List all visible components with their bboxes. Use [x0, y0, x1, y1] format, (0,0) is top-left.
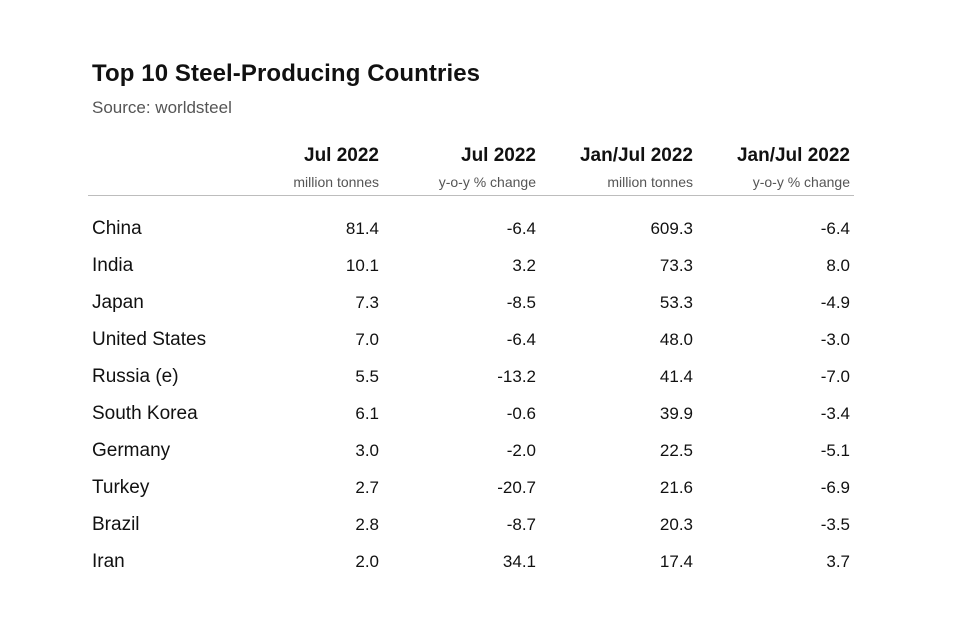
table-cell: 7.0	[355, 330, 379, 349]
table-cell: 5.5	[355, 367, 379, 386]
table-row: United States 7.0 -6.4 48.0 -3.0	[88, 321, 854, 358]
table-header: Jul 2022 million tonnes Jul 2022 y-o-y %…	[88, 140, 854, 196]
column-header-unit: million tonnes	[607, 174, 693, 190]
table-row: Japan 7.3 -8.5 53.3 -4.9	[88, 284, 854, 321]
country-name: South Korea	[92, 403, 198, 424]
table-cell: 20.3	[659, 515, 693, 534]
table-cell: -8.7	[506, 515, 536, 534]
table-cell: -13.2	[497, 367, 536, 386]
table-cell: 81.4	[345, 219, 379, 238]
table-row: Brazil 2.8 -8.7 20.3 -3.5	[88, 506, 854, 543]
table-cell: -5.1	[820, 441, 850, 460]
column-header-unit: y-o-y % change	[752, 174, 850, 190]
table-cell: -8.5	[506, 293, 536, 312]
table-cell: -3.4	[820, 404, 850, 423]
table-cell: -6.4	[506, 330, 536, 349]
country-name: Germany	[92, 440, 171, 461]
table-cell: -6.9	[820, 478, 850, 497]
column-header-title: Jul 2022	[461, 145, 536, 166]
country-name: United States	[92, 329, 207, 350]
column-header-title: Jan/Jul 2022	[579, 145, 693, 166]
table-cell: -6.4	[820, 219, 850, 238]
table-cell: -3.0	[820, 330, 850, 349]
country-name: Russia (e)	[92, 366, 179, 387]
table-cell: 17.4	[659, 552, 693, 571]
table-cell: -4.9	[820, 293, 850, 312]
table-cell: 39.9	[659, 404, 693, 423]
table-cell: 21.6	[659, 478, 693, 497]
country-name: Iran	[92, 551, 125, 572]
column-header-jul-2022-tonnes: Jul 2022 million tonnes	[293, 144, 379, 192]
table-row: Germany 3.0 -2.0 22.5 -5.1	[88, 432, 854, 469]
country-name: Brazil	[92, 514, 140, 535]
column-header-jan-jul-2022-tonnes: Jan/Jul 2022 million tonnes	[580, 144, 693, 192]
table-row: China 81.4 -6.4 609.3 -6.4	[88, 210, 854, 247]
table-cell: 10.1	[345, 256, 379, 275]
table-cell: -6.4	[506, 219, 536, 238]
table-cell: 3.2	[512, 256, 536, 275]
column-header-jan-jul-2022-change: Jan/Jul 2022 y-o-y % change	[737, 144, 850, 192]
steel-production-table: Jul 2022 million tonnes Jul 2022 y-o-y %…	[88, 140, 854, 580]
table-cell: 2.8	[355, 515, 379, 534]
table-cell: -20.7	[497, 478, 536, 497]
table-row: Turkey 2.7 -20.7 21.6 -6.9	[88, 469, 854, 506]
table-cell: 73.3	[659, 256, 693, 275]
table-cell: 41.4	[659, 367, 693, 386]
table-title: Top 10 Steel-Producing Countries	[92, 60, 481, 87]
table-cell: 2.0	[355, 552, 379, 571]
column-header-unit: million tonnes	[293, 174, 379, 190]
table-cell: 2.7	[355, 478, 379, 497]
table-row: Russia (e) 5.5 -13.2 41.4 -7.0	[88, 358, 854, 395]
column-header-title: Jan/Jul 2022	[736, 145, 850, 166]
table-cell: 609.3	[650, 219, 693, 238]
table-cell: 22.5	[659, 441, 693, 460]
country-name: Japan	[92, 292, 144, 313]
column-header-jul-2022-change: Jul 2022 y-o-y % change	[439, 144, 536, 192]
table-cell: -3.5	[820, 515, 850, 534]
country-name: India	[92, 255, 134, 276]
table-cell: 48.0	[659, 330, 693, 349]
country-name: Turkey	[92, 477, 150, 498]
table-cell: 6.1	[355, 404, 379, 423]
column-header-unit: y-o-y % change	[438, 174, 536, 190]
table-body: China 81.4 -6.4 609.3 -6.4 India 10.1 3.…	[88, 210, 854, 580]
table-row: South Korea 6.1 -0.6 39.9 -3.4	[88, 395, 854, 432]
table-cell: 8.0	[826, 256, 850, 275]
table-cell: 3.0	[355, 441, 379, 460]
table-row: Iran 2.0 34.1 17.4 3.7	[88, 543, 854, 580]
column-header-title: Jul 2022	[304, 145, 379, 166]
table-cell: 53.3	[659, 293, 693, 312]
table-cell: 34.1	[502, 552, 536, 571]
table-source: Source: worldsteel	[92, 98, 232, 117]
table-cell: -0.6	[506, 404, 536, 423]
table-cell: -2.0	[506, 441, 536, 460]
table-cell: -7.0	[820, 367, 850, 386]
country-name: China	[92, 218, 142, 239]
table-cell: 3.7	[826, 552, 850, 571]
table-row: India 10.1 3.2 73.3 8.0	[88, 247, 854, 284]
table-cell: 7.3	[355, 293, 379, 312]
